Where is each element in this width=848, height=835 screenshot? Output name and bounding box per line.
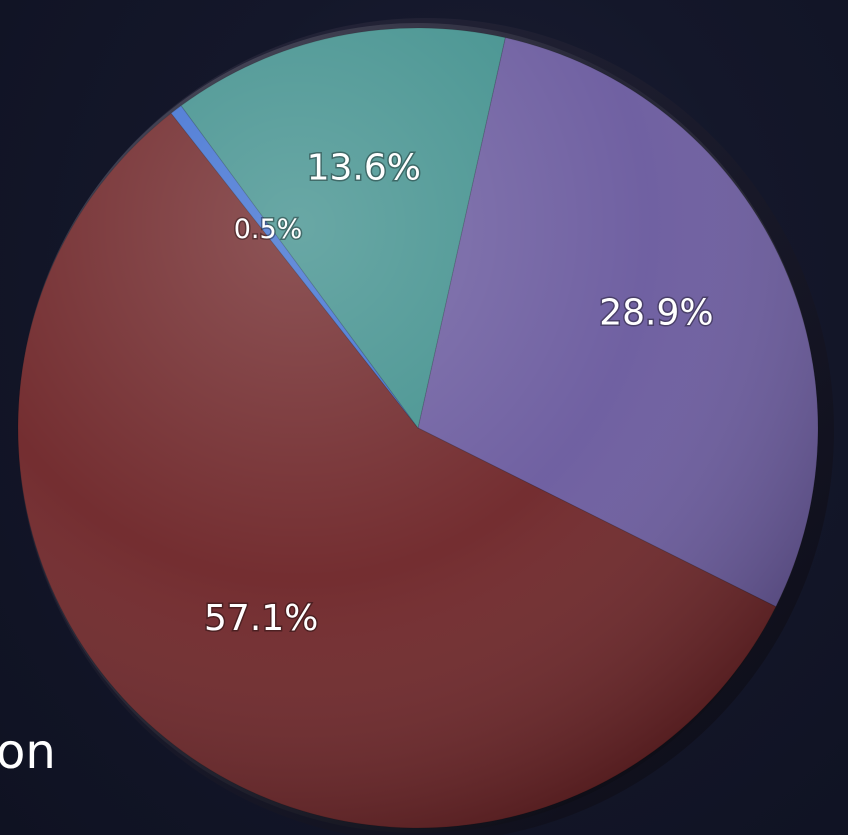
pie-slice-label-1: 57.1% <box>204 598 318 639</box>
pie-labels: 28.9% 57.1% 0.5%13.6% <box>203 146 716 641</box>
partial-side-text: on <box>0 724 56 780</box>
pie-slice-label-3: 13.6% <box>307 148 421 189</box>
pie-slice-label-2: 0.5% <box>234 214 303 245</box>
pie-slice-label-0: 28.9% <box>599 293 713 334</box>
